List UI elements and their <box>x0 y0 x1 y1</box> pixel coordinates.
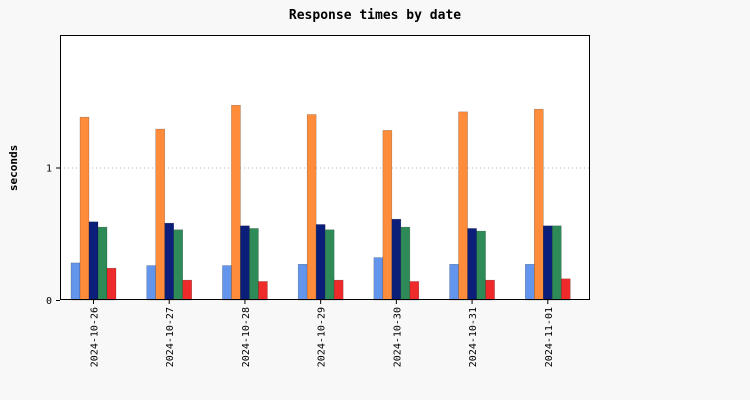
bar <box>106 267 117 301</box>
x-tick-label: 2024-10-28 <box>241 307 252 367</box>
plot-area: 0 1 2024-10-26 2024-10-27 2024-10-28 2024-10-… <box>46 35 590 367</box>
bar <box>173 229 183 301</box>
x-tick-label: 2024-10-31 <box>468 307 479 367</box>
bar <box>155 128 165 301</box>
x-tick-label: 2024-10-27 <box>165 307 176 367</box>
bar <box>97 226 108 301</box>
bar <box>222 265 232 301</box>
bar <box>543 225 553 301</box>
bar <box>449 263 459 301</box>
bar <box>373 257 384 301</box>
bar <box>79 116 90 301</box>
bar <box>409 281 420 301</box>
bar <box>391 218 402 301</box>
bar <box>534 108 544 301</box>
bar <box>258 281 268 301</box>
bar <box>467 228 477 301</box>
bar <box>552 225 562 301</box>
bar <box>525 263 535 301</box>
bar <box>382 130 393 301</box>
bar <box>231 104 241 301</box>
bar <box>306 114 317 301</box>
bar <box>88 221 99 301</box>
bar <box>70 262 81 301</box>
x-tick-label: 2024-10-29 <box>317 307 328 367</box>
y-axis-label: seconds <box>7 145 20 191</box>
bar <box>315 224 326 301</box>
bar <box>485 279 495 301</box>
bar <box>324 229 335 301</box>
plot-frame <box>60 35 590 300</box>
bar <box>240 225 250 301</box>
chart-title: Response times by date <box>289 8 461 23</box>
x-tick-label: 2024-11-01 <box>544 307 555 367</box>
bar <box>561 278 571 301</box>
bar <box>182 279 192 301</box>
y-tick-label: 1 <box>46 164 52 175</box>
x-tick-label: 2024-10-30 <box>392 307 403 367</box>
bar <box>297 263 308 301</box>
bar <box>476 230 486 301</box>
bar <box>146 265 156 301</box>
bar <box>333 279 344 301</box>
bar <box>458 111 468 301</box>
bar <box>164 222 174 301</box>
bar <box>249 228 259 301</box>
x-tick-label: 2024-10-26 <box>90 307 101 367</box>
y-tick-label: 0 <box>46 296 52 307</box>
bar <box>400 226 411 301</box>
